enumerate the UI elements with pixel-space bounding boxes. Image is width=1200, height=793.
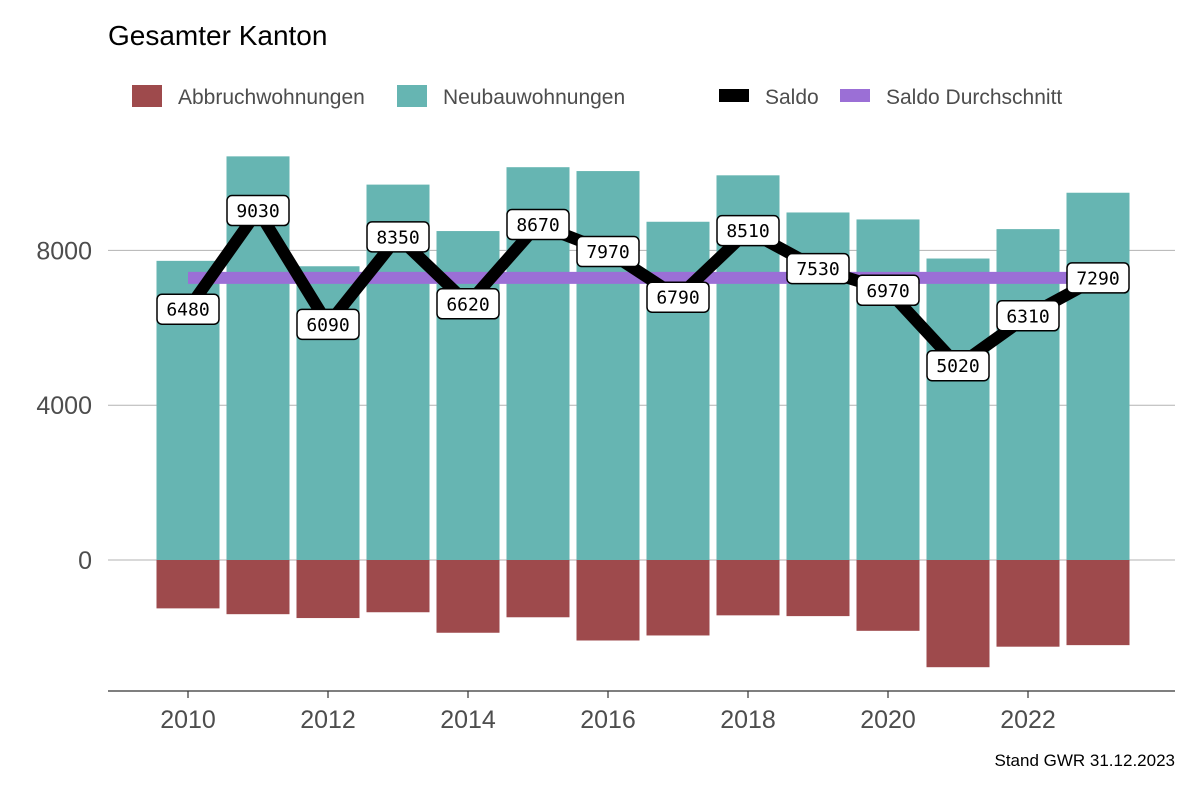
- bar-abbruch-2010: [156, 560, 220, 609]
- bar-abbruch-2023: [1066, 560, 1130, 646]
- legend-swatch-neubauwohnungen: [397, 85, 427, 107]
- bar-abbruch-2019: [786, 560, 850, 617]
- saldo-label-text: 7530: [796, 259, 839, 280]
- saldo-label-box: [856, 274, 920, 307]
- x-tick-label: 2018: [720, 706, 776, 734]
- caption: Stand GWR 31.12.2023: [994, 751, 1175, 770]
- x-tick-label: 2016: [580, 706, 636, 734]
- axes: 0 4000 8000 2010 2012 2014 2016 2018 2020 2022: [36, 237, 1175, 734]
- bar-abbruch-2017: [646, 560, 710, 636]
- bar-neubau-2020: [856, 219, 920, 560]
- data-labels: 6480 9030 6090 8350 6620 8670 7970 6790 8510 7530…: [156, 194, 1130, 382]
- legend-label-saldo: Saldo: [765, 86, 819, 109]
- saldo-label-2019: 7530: [786, 252, 850, 285]
- saldo-label-box: [436, 288, 500, 320]
- bars: [156, 156, 1130, 668]
- legend-swatch-saldo-durchschnitt: [840, 89, 870, 102]
- saldo-label-2014: 6620: [436, 288, 500, 320]
- saldo-label-text: 7970: [586, 242, 629, 263]
- bar-neubau-2022: [996, 229, 1060, 561]
- saldo-label-box: [716, 214, 780, 247]
- y-tick-label: 8000: [36, 237, 92, 265]
- saldo-label-2023: 7290: [1066, 262, 1130, 294]
- saldo-label-text: 5020: [936, 356, 979, 377]
- saldo-label-2016: 7970: [576, 235, 640, 268]
- bar-abbruch-2020: [856, 560, 920, 631]
- saldo-label-text: 7290: [1076, 268, 1119, 289]
- saldo-label-text: 6620: [446, 294, 489, 315]
- bar-abbruch-2021: [926, 560, 990, 668]
- saldo-label-text: 8670: [516, 215, 559, 236]
- y-tick-label: 0: [78, 547, 92, 575]
- legend-swatch-saldo: [719, 89, 749, 102]
- saldo-label-text: 8350: [376, 227, 419, 248]
- saldo-label-text: 6790: [656, 288, 699, 309]
- saldo-label-text: 6090: [306, 315, 349, 336]
- bar-neubau-2021: [926, 258, 990, 560]
- saldo-label-2022: 6310: [996, 300, 1060, 332]
- saldo-label-box: [506, 208, 570, 241]
- x-tick-label: 2014: [440, 706, 496, 734]
- saldo-label-text: 8510: [726, 221, 769, 242]
- saldo-label-box: [156, 293, 220, 325]
- bar-abbruch-2015: [506, 560, 570, 618]
- x-tick-label: 2012: [300, 706, 356, 734]
- saldo-label-2012: 6090: [296, 308, 360, 341]
- saldo-label-text: 6970: [866, 281, 909, 302]
- saldo-label-box: [366, 221, 430, 253]
- saldo-label-box: [786, 252, 850, 285]
- saldo-label-box: [926, 349, 990, 382]
- saldo-label-box: [576, 235, 640, 268]
- bar-abbruch-2022: [996, 560, 1060, 647]
- saldo-label-text: 6310: [1006, 306, 1049, 327]
- bar-abbruch-2013: [366, 560, 430, 613]
- saldo-label-2015: 8670: [506, 208, 570, 241]
- bar-abbruch-2012: [296, 560, 360, 619]
- saldo-label-box: [226, 194, 290, 227]
- bar-neubau-2023: [1066, 192, 1130, 560]
- saldo-label-2011: 9030: [226, 194, 290, 227]
- saldo-label-2020: 6970: [856, 274, 920, 307]
- saldo-label-box: [996, 300, 1060, 332]
- x-tick-label: 2020: [860, 706, 916, 734]
- saldo-label-2013: 8350: [366, 221, 430, 253]
- bar-abbruch-2018: [716, 560, 780, 616]
- legend-swatch-abbruchwohnungen: [132, 85, 162, 107]
- x-tick-label: 2010: [160, 706, 216, 734]
- legend: Abbruchwohnungen Neubauwohnungen Saldo S…: [132, 85, 1062, 109]
- bar-neubau-2016: [576, 171, 640, 560]
- saldo-label-2018: 8510: [716, 214, 780, 247]
- y-tick-label: 4000: [36, 392, 92, 420]
- saldo-label-box: [646, 281, 710, 313]
- saldo-label-box: [1066, 262, 1130, 294]
- bar-abbruch-2016: [576, 560, 640, 641]
- legend-label-saldo-durchschnitt: Saldo Durchschnitt: [886, 86, 1062, 109]
- saldo-label-2021: 5020: [926, 349, 990, 382]
- saldo-label-text: 9030: [236, 201, 279, 222]
- legend-label-neubauwohnungen: Neubauwohnungen: [443, 86, 625, 109]
- bar-abbruch-2011: [226, 560, 290, 615]
- saldo-label-text: 6480: [166, 300, 209, 321]
- chart-title: Gesamter Kanton: [108, 20, 327, 51]
- saldo-label-box: [296, 308, 360, 341]
- saldo-label-2010: 6480: [156, 293, 220, 325]
- legend-label-abbruchwohnungen: Abbruchwohnungen: [178, 86, 365, 109]
- bar-abbruch-2014: [436, 560, 500, 633]
- saldo-label-2017: 6790: [646, 281, 710, 313]
- x-tick-label: 2022: [1000, 706, 1056, 734]
